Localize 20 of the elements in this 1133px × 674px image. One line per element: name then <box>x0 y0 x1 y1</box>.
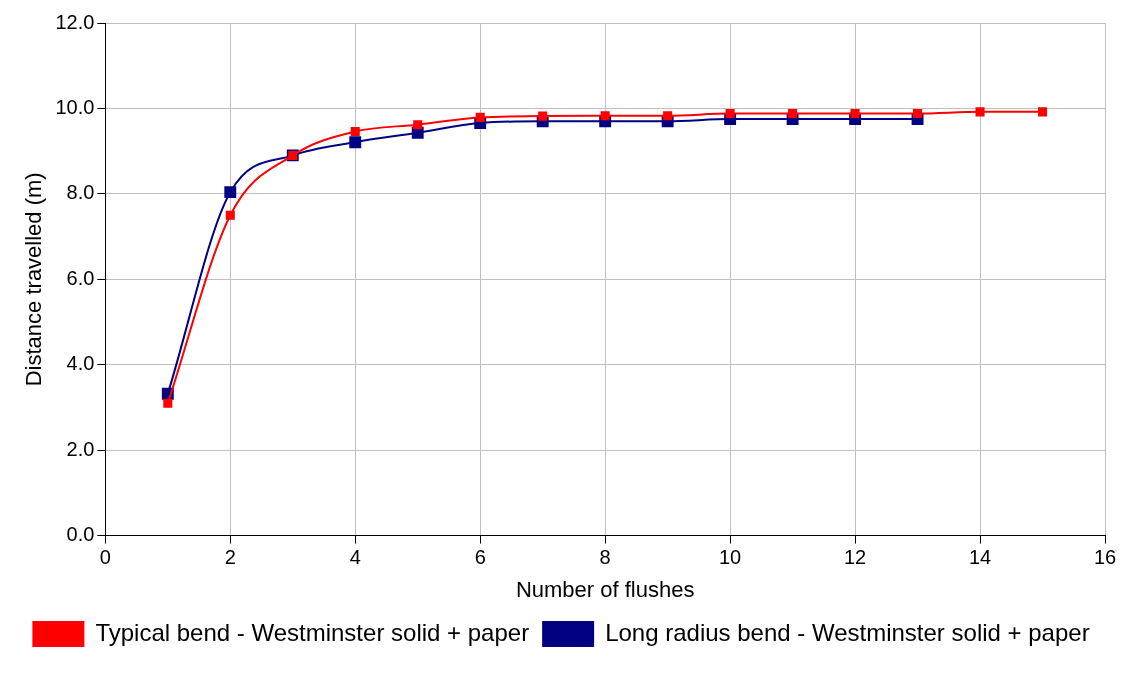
y-tick-label: 8.0 <box>66 181 95 204</box>
x-tick-label: 16 <box>1093 546 1117 569</box>
x-tick-label: 4 <box>349 546 361 569</box>
x-tick-label: 2 <box>224 546 236 569</box>
x-axis-title: Number of flushes <box>515 576 695 602</box>
x-tick-label: 0 <box>99 546 111 569</box>
x-tick-label: 10 <box>719 546 742 569</box>
legend-label: Long radius bend - Westminster solid + paper <box>605 618 1090 646</box>
y-tick-label: 10.0 <box>55 95 95 118</box>
x-tick-label: 6 <box>474 546 486 569</box>
y-tick-label: 6.0 <box>66 266 95 289</box>
y-axis-title: Distance travelled (m) <box>21 172 47 387</box>
y-tick-label: 4.0 <box>66 352 95 375</box>
x-tick-label: 8 <box>599 546 611 569</box>
x-tick-label: 14 <box>968 546 992 569</box>
legend-label: Typical bend - Westminster solid + paper <box>95 618 530 646</box>
y-tick-label: 12.0 <box>55 10 95 33</box>
y-tick-label: 0.0 <box>66 523 95 546</box>
x-tick-label: 12 <box>843 546 867 569</box>
y-tick-label: 2.0 <box>66 437 95 460</box>
